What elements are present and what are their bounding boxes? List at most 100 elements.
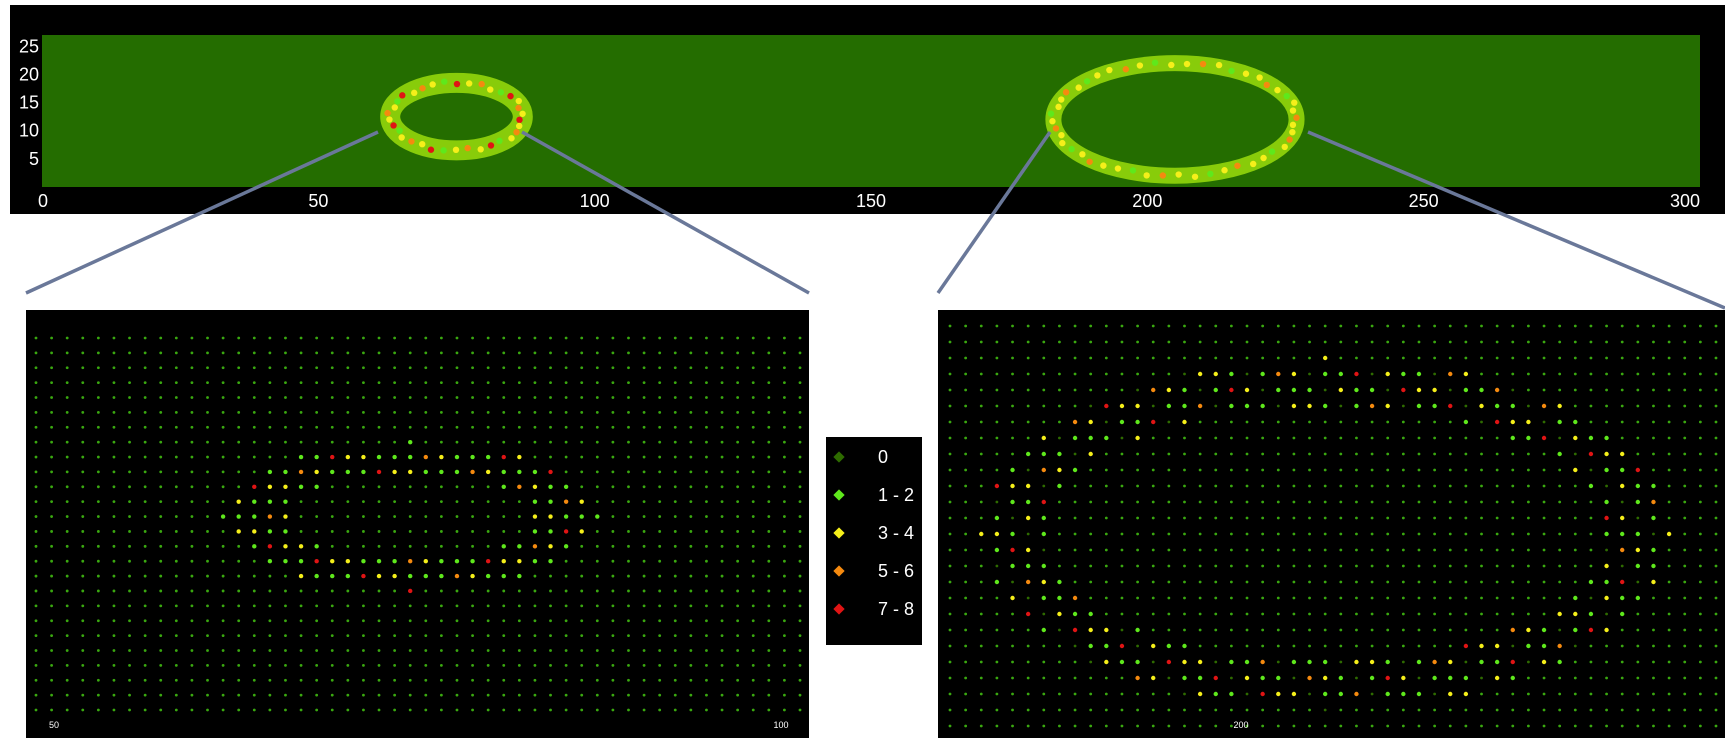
- grid-cell: [1433, 356, 1437, 360]
- grid-cell: [798, 530, 802, 533]
- grid-cell: [1573, 611, 1578, 617]
- grid-cell: [1604, 499, 1609, 505]
- grid-cell: [1401, 468, 1405, 472]
- grid-cell: [1667, 404, 1671, 408]
- grid-cell: [705, 544, 708, 548]
- grid-cell: [128, 336, 131, 340]
- grid-cell: [979, 436, 983, 440]
- grid-cell: [486, 663, 490, 667]
- grid-cell: [252, 693, 256, 697]
- grid-cell: [689, 396, 693, 399]
- grid-cell: [1104, 500, 1108, 504]
- grid-cell: [1589, 372, 1593, 376]
- grid-cell: [1526, 643, 1531, 649]
- grid-cell: [159, 663, 163, 667]
- grid-cell: [1198, 484, 1202, 488]
- grid-cell: [611, 500, 615, 504]
- grid-cell: [330, 336, 334, 340]
- grid-cell: [751, 574, 755, 578]
- grid-cell: [34, 381, 38, 385]
- grid-cell: [96, 604, 100, 608]
- grid-cell: [1245, 420, 1249, 424]
- grid-cell: [595, 693, 599, 697]
- grid-cell: [1401, 500, 1405, 504]
- grid-cell: [1308, 356, 1311, 360]
- grid-cell: [1464, 468, 1468, 472]
- grid-cell: [1261, 628, 1265, 632]
- grid-cell: [439, 425, 443, 429]
- grid-cell: [1542, 580, 1546, 584]
- grid-cell: [486, 530, 490, 533]
- ring-cell: [1049, 118, 1056, 125]
- grid-cell: [1480, 340, 1483, 344]
- grid-cell: [1198, 420, 1202, 424]
- grid-cell: [65, 544, 69, 548]
- grid-cell: [65, 574, 69, 578]
- ring-cell: [1151, 59, 1159, 66]
- grid-cell: [393, 485, 397, 489]
- grid-cell: [1573, 404, 1577, 408]
- grid-cell: [174, 589, 178, 593]
- grid-cell: [1151, 372, 1155, 376]
- grid-cell: [579, 514, 584, 519]
- grid-cell: [1417, 708, 1421, 712]
- grid-cell: [627, 381, 630, 385]
- grid-cell: [1245, 452, 1249, 456]
- grid-cell: [1683, 324, 1687, 328]
- grid-cell: [1198, 388, 1202, 392]
- grid-cell: [252, 470, 256, 474]
- grid-cell: [1527, 660, 1530, 664]
- grid-cell: [1698, 516, 1702, 520]
- grid-cell: [1058, 388, 1061, 392]
- grid-cell: [1260, 659, 1265, 665]
- grid-cell: [1276, 387, 1281, 393]
- grid-cell: [564, 708, 568, 712]
- grid-cell: [1479, 387, 1484, 393]
- grid-cell: [65, 485, 69, 489]
- grid-cell: [720, 351, 724, 355]
- grid-cell: [1260, 675, 1265, 681]
- grid-cell: [1338, 387, 1344, 393]
- grid-cell: [995, 660, 999, 664]
- grid-cell: [1151, 484, 1155, 488]
- grid-cell: [1104, 324, 1108, 328]
- grid-cell: [112, 366, 116, 370]
- grid-cell: [1198, 324, 1202, 328]
- grid-cell: [1620, 324, 1624, 328]
- grid-cell: [1698, 356, 1702, 360]
- grid-cell: [979, 324, 983, 328]
- grid-cell: [206, 381, 209, 385]
- grid-cell: [96, 351, 100, 355]
- grid-cell: [1401, 580, 1405, 584]
- grid-cell: [1011, 692, 1014, 696]
- grid-cell: [1214, 500, 1218, 504]
- grid-cell: [221, 470, 225, 474]
- grid-cell: [548, 559, 553, 564]
- grid-cell: [362, 485, 365, 489]
- grid-cell: [533, 425, 537, 429]
- grid-cell: [377, 515, 381, 518]
- x-tick-label: 50: [308, 191, 328, 211]
- grid-cell: [658, 663, 662, 667]
- grid-cell: [1292, 452, 1296, 456]
- grid-cell: [1401, 532, 1405, 536]
- grid-cell: [517, 381, 521, 385]
- grid-cell: [1589, 660, 1593, 664]
- grid-cell: [798, 425, 802, 429]
- grid-cell: [1292, 484, 1296, 488]
- grid-cell: [34, 455, 38, 459]
- grid-cell: [190, 485, 194, 489]
- grid-cell: [1604, 531, 1609, 537]
- grid-cell: [1417, 676, 1421, 680]
- grid-cell: [502, 619, 506, 623]
- grid-cell: [1636, 452, 1640, 456]
- grid-cell: [34, 574, 38, 578]
- grid-cell: [979, 388, 983, 392]
- grid-cell: [206, 351, 209, 355]
- grid-cell: [362, 366, 365, 370]
- grid-cell: [174, 708, 178, 712]
- grid-cell: [470, 559, 475, 564]
- grid-cell: [1339, 516, 1343, 520]
- grid-cell: [486, 440, 490, 444]
- grid-cell: [1214, 324, 1218, 328]
